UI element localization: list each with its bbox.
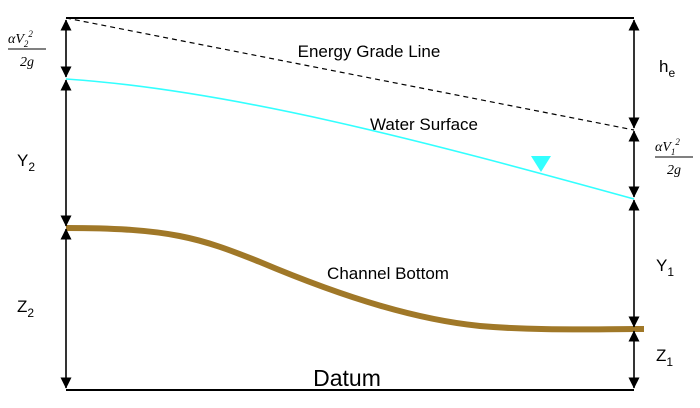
energy-grade-line xyxy=(65,17,635,131)
left-depth-label: Y2 xyxy=(17,151,35,174)
channel-bottom-line xyxy=(65,225,645,333)
svg-text:2g: 2g xyxy=(20,55,34,70)
channel-bottom-label: Channel Bottom xyxy=(327,264,449,283)
right-depth-label: Y1 xyxy=(656,256,674,279)
svg-text:αV22: αV22 xyxy=(8,29,33,49)
svg-text:2g: 2g xyxy=(667,163,681,178)
left-elevation-label: Z2 xyxy=(17,297,34,320)
water-surface-line xyxy=(65,78,635,200)
left-velocity-head-label: αV22 2g xyxy=(8,29,46,70)
right-velocity-head-label: αV12 2g xyxy=(655,137,693,178)
energy-grade-line-label: Energy Grade Line xyxy=(298,42,441,61)
right-head-loss-label: he xyxy=(659,57,675,80)
svg-text:αV12: αV12 xyxy=(655,137,680,157)
datum-label: Datum xyxy=(313,365,381,391)
water-surface-label: Water Surface xyxy=(370,115,478,134)
water-surface-marker-icon xyxy=(531,156,551,172)
right-elevation-label: Z1 xyxy=(656,346,673,369)
